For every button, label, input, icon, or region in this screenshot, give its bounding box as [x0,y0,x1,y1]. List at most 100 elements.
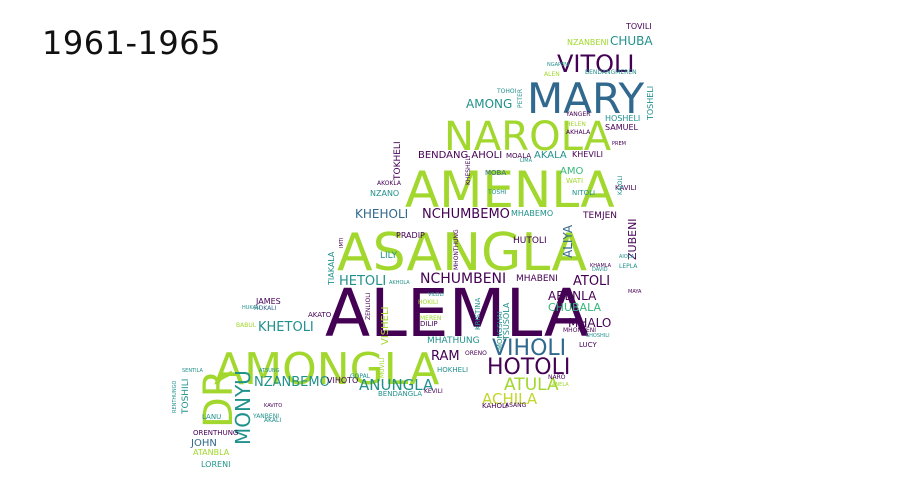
cloud-word: ALEN [544,71,560,78]
cloud-word: ASANGLA [337,223,587,283]
cloud-word: ASANG [505,402,527,409]
cloud-word: HOTOLI [487,355,570,380]
cloud-word: HELEN [566,121,586,128]
cloud-word: JAMES [255,297,281,306]
cloud-word: ATANBLA [193,448,230,457]
page-title: 1961-1965 [42,24,221,62]
cloud-word: TSUSOLA [502,302,511,341]
cloud-word: VITOLI [557,50,635,78]
cloud-word: GOPAL [350,373,371,380]
cloud-word: HOKALI [254,305,277,312]
cloud-word: MOBA [485,169,506,177]
cloud-word: KHAMLA [590,263,612,269]
cloud-word: LUCY [579,341,597,349]
cloud-word: SAMUEL [605,123,639,132]
cloud-word: TIAKALA [327,251,336,286]
cloud-word: YANBENI [252,413,279,420]
cloud-word: BENDANGLA [378,390,422,398]
cloud-word: LANU [202,413,221,421]
cloud-word: IMTI [339,238,345,248]
cloud-word: ANUNGLA [359,376,434,394]
cloud-word: HOSHELI [605,114,640,123]
cloud-word: BENDANGMEREN [585,69,637,76]
cloud-word: VISHELI [380,307,391,346]
cloud-word: ORENO [465,350,487,357]
cloud-word: ATSUNG [259,368,280,374]
cloud-word: HUKALI [242,305,260,311]
cloud-word: ZENLIOLI [365,292,372,320]
cloud-word: RENTHUNGO [172,381,178,413]
cloud-word: HUTOLI [513,236,547,246]
cloud-word: NGAPENI [547,62,569,68]
cloud-word: MEREN [420,315,441,322]
cloud-word: HOKHELI [437,366,468,374]
cloud-word: KAJOLI [617,175,624,195]
cloud-word: MONYU [231,370,255,445]
cloud-word: VILOLI [428,292,444,298]
cloud-word: AIOLA [619,254,635,260]
cloud-word: NZANO [370,189,399,198]
cloud-word: RAM [431,349,460,364]
cloud-word: AMONGLA [214,344,439,395]
cloud-word: WATI [566,177,583,185]
cloud-word: AKALA [534,150,567,161]
cloud-word: PREM [612,141,626,147]
cloud-word: KAVITO [264,403,282,409]
cloud-word: VIHOTO [327,376,358,385]
cloud-word: KEVILI [424,388,443,395]
cloud-word: AMO [560,166,583,177]
cloud-word: AKALI [264,417,281,424]
cloud-word: LEPLA [619,263,638,270]
cloud-word: MHABENI [516,274,558,284]
cloud-word: AMENLA [405,161,615,219]
cloud-word: MOALA [506,152,531,160]
cloud-word: TOSHI [487,189,507,196]
cloud-word: VIHOLI [492,336,566,361]
cloud-word: TOHOI [496,88,517,95]
cloud-word: ZUBENI [626,218,639,260]
cloud-word: TOSHILI [181,379,191,415]
cloud-word: DR [196,369,242,428]
cloud-word: DAVID [592,267,608,273]
cloud-word: ALIYA [561,224,575,258]
cloud-word: MHATHUNG [427,336,480,346]
cloud-word: SENTILA [182,368,204,374]
cloud-word: LORENI [201,460,230,469]
cloud-word: MAYA [628,289,642,295]
cloud-word: SHOSHILI [586,333,610,339]
cloud-word: TOSHELI [646,86,655,121]
cloud-word: MHONTHUNG [453,229,460,270]
cloud-word: KAVILI [615,184,637,192]
cloud-word: PRADIP [396,231,425,240]
cloud-word: AKHALA [566,129,591,136]
cloud-word: ALEMLA [325,275,589,352]
cloud-word: NARO [548,374,566,381]
cloud-word: ACHILA [482,390,538,408]
cloud-word: CHUBA [610,34,653,48]
cloud-word: KHESHELI [465,155,472,185]
cloud-word: PETER [517,89,524,108]
cloud-word: ATULA [504,375,559,395]
cloud-word: NZANBEMO [254,375,330,390]
cloud-word: NITOLI [572,189,595,197]
cloud-word: LILY [380,251,397,261]
cloud-word: KAHOLI [482,402,508,410]
cloud-word: NCHUMBENI [420,271,506,287]
cloud-word: AMONG [466,97,512,111]
cloud-word: YANGER [565,111,590,118]
cloud-word: HETOLI [339,274,386,289]
cloud-word: AKATO [308,311,332,319]
cloud-word: NZANBENI [567,38,609,47]
cloud-word: TEMJEN [582,211,617,221]
cloud-word: KHEHOLI [355,207,408,221]
cloud-word: MONGSHAI [496,311,504,350]
cloud-word: JOHN [190,438,217,449]
cloud-word: MARY [527,74,644,123]
cloud-word: CHUBALA [548,301,601,314]
cloud-word: HOKILI [418,299,438,306]
cloud-word: NAROLA [444,114,612,160]
cloud-word: KRISTINA [474,297,482,330]
cloud-word: ORENTHUNG [193,429,238,437]
